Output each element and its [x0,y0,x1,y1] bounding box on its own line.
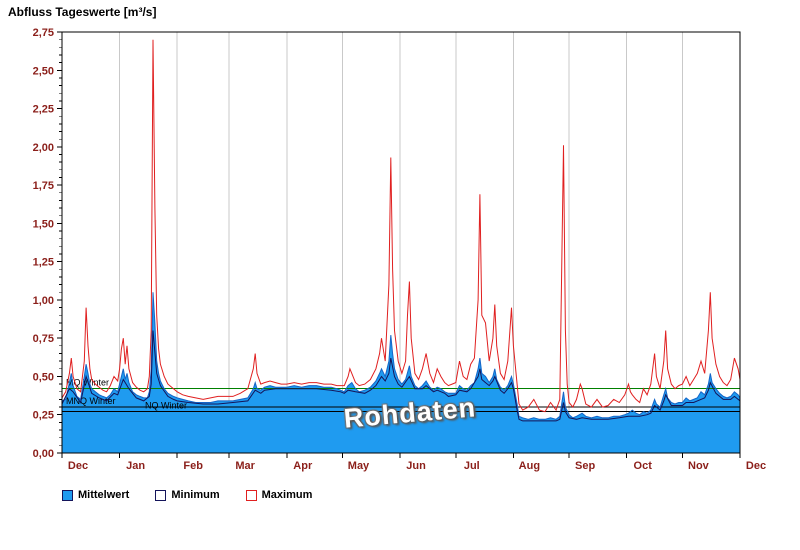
x-month-label: Dec [68,460,88,472]
x-month-label: Sep [575,460,595,472]
ref-label-nq-winter: NQ Winter [145,401,187,411]
y-tick-label: 2,00 [33,142,54,154]
y-tick-label: 2,75 [33,27,54,39]
legend-item-minimum: Minimum [155,489,220,501]
legend-label-maximum: Maximum [261,489,313,501]
maximum-swatch-icon [245,489,257,501]
x-month-label: Oct [634,460,653,472]
series-minimum-line [61,330,741,422]
discharge-plot[interactable]: MQ Winter MNQ Winter NQ Winter 0,00 0,25 0,50… [0,0,800,480]
y-tick-label: 0,00 [33,448,54,460]
mean-swatch-icon [62,489,73,501]
x-month-label: Jan [126,460,145,472]
x-month-label: Jun [406,460,426,472]
ref-label-mq-winter: MQ Winter [66,378,109,388]
plot-frame [61,31,741,454]
legend-label-minimum: Minimum [171,489,220,501]
y-tick-label: 2,50 [33,65,54,77]
series-maximum-line [61,39,741,413]
legend-label-mittelwert: Mittelwert [78,489,130,501]
legend: Mittelwert Minimum Maximum [62,489,312,501]
x-month-label: Mar [235,460,255,472]
x-month-label: Feb [183,460,203,472]
legend-item-maximum: Maximum [245,489,313,501]
y-tick-label: 0,75 [33,333,54,345]
page-title: Abfluss Tageswerte [m³/s] [8,5,157,19]
minimum-swatch-icon [155,489,167,501]
ref-label-mnq-winter: MNQ Winter [66,396,116,406]
y-tick-label: 1,75 [33,180,54,192]
y-tick-label: 1,00 [33,295,54,307]
y-tick-label: 0,50 [33,371,54,383]
x-month-label: Apr [293,460,313,472]
legend-item-mittelwert: Mittelwert [62,489,129,501]
x-month-label: May [348,460,370,472]
x-month-label: Dec [746,460,766,472]
x-month-label: Jul [464,460,480,472]
y-tick-label: 2,25 [33,104,54,116]
y-tick-label: 1,25 [33,257,54,269]
series-mittelwert-line [61,292,741,420]
x-month-label: Aug [519,460,540,472]
series-mittelwert-area [62,292,740,453]
y-tick-label: 1,50 [33,218,54,230]
y-tick-label: 0,25 [33,410,54,422]
x-month-label: Nov [688,460,710,472]
